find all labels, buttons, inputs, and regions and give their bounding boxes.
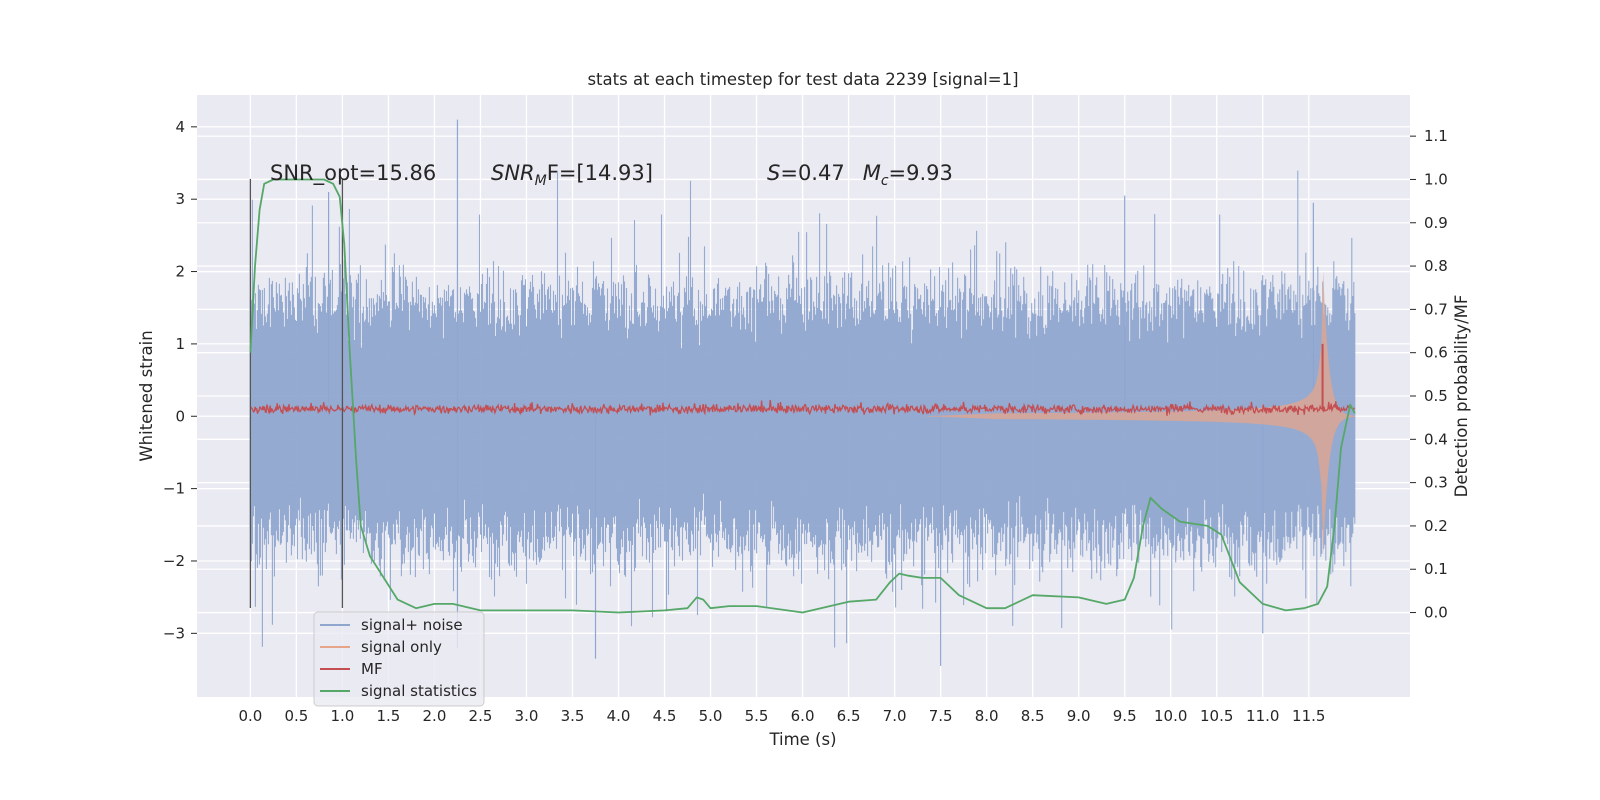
y-tick-label-right: 0.6 <box>1424 344 1448 362</box>
x-tick-label: 2.0 <box>423 707 447 725</box>
x-tick-label: 3.0 <box>515 707 539 725</box>
y-tick-label-right: 1.0 <box>1424 170 1448 188</box>
x-tick-label: 11.5 <box>1292 707 1325 725</box>
x-tick-label: 11.0 <box>1246 707 1279 725</box>
y-tick-label-left: 3 <box>175 190 185 208</box>
snr-mf-name: SNR <box>491 161 535 185</box>
x-tick-label: 10.5 <box>1200 707 1233 725</box>
x-tick-label: 7.0 <box>883 707 907 725</box>
legend-label-signal-noise: signal+ noise <box>361 616 463 634</box>
legend-label-signal-only: signal only <box>361 638 442 656</box>
x-tick-label: 9.0 <box>1067 707 1091 725</box>
x-tick-label: 2.5 <box>469 707 493 725</box>
y-tick-label-right: 0.2 <box>1424 517 1448 535</box>
x-tick-label: 0.5 <box>284 707 308 725</box>
y-tick-label-right: 0.0 <box>1424 604 1448 622</box>
x-tick-label: 6.5 <box>837 707 861 725</box>
snr-mf-sub: M <box>535 173 547 189</box>
x-tick-label: 9.5 <box>1113 707 1137 725</box>
x-tick-label: 1.5 <box>376 707 400 725</box>
mc-sub: c <box>881 173 889 189</box>
y-tick-label-left: 1 <box>175 335 185 353</box>
x-tick-label: 0.0 <box>238 707 262 725</box>
y-tick-label-right: 0.1 <box>1424 560 1448 578</box>
y-axis-title-left: Whitened strain <box>137 330 156 461</box>
signal-noise-series <box>249 119 1356 666</box>
x-tick-label: 4.5 <box>653 707 677 725</box>
snr-mf-tail: F=[14.93] <box>547 161 653 185</box>
signal-statistics-series <box>249 178 1356 614</box>
y-tick-label-right: 0.5 <box>1424 387 1448 405</box>
mf-series <box>249 343 1356 416</box>
y-axis-title-right: Detection probability/MF <box>1452 295 1471 498</box>
y-tick-label-right: 0.8 <box>1424 257 1448 275</box>
y-tick-labels-right: 0.0 0.1 0.2 0.3 0.4 0.5 0.6 0.7 0.8 0.9 1.0 1.1 <box>1410 127 1448 622</box>
y-tick-label-left: 0 <box>175 407 185 425</box>
y-tick-label-right: 0.9 <box>1424 214 1448 232</box>
x-tick-labels: 0.0 0.5 1.0 1.5 2.0 2.5 3.0 3.5 4.0 4.5 5.0 5.5 6.0 6… <box>238 707 1325 725</box>
s-tail: =0.47 <box>780 161 844 185</box>
y-tick-label-left: 2 <box>175 263 185 281</box>
y-tick-label-left: −1 <box>163 480 185 498</box>
y-tick-label-right: 1.1 <box>1424 127 1448 145</box>
annotation-snr-opt: SNR_opt=15.86 <box>270 161 436 186</box>
chart-title: stats at each timestep for test data 223… <box>587 70 1018 89</box>
legend-label-signal-statistics: signal statistics <box>361 682 477 700</box>
y-tick-label-right: 0.3 <box>1424 474 1448 492</box>
x-tick-label: 7.5 <box>929 707 953 725</box>
signal-statistics-line <box>249 178 1356 614</box>
signal-only-series <box>922 270 1355 555</box>
legend-label-mf: MF <box>361 660 383 678</box>
x-tick-label: 3.5 <box>561 707 585 725</box>
y-tick-label-left: −3 <box>163 624 185 642</box>
x-tick-label: 1.0 <box>330 707 354 725</box>
x-tick-label: 5.0 <box>699 707 723 725</box>
window-markers <box>249 178 344 609</box>
legend: signal+ noise signal only MF signal stat… <box>313 611 485 707</box>
x-tick-label: 8.0 <box>975 707 999 725</box>
x-axis-title: Time (s) <box>768 730 836 749</box>
mf-trace <box>249 399 1356 416</box>
y-tick-label-left: −2 <box>163 552 185 570</box>
mc-name: M <box>863 161 881 185</box>
mc-tail: =9.93 <box>889 161 953 185</box>
y-tick-label-left: 4 <box>175 118 185 136</box>
y-tick-labels-left: −3 −2 −1 0 1 2 3 4 <box>163 118 197 642</box>
y-tick-label-right: 0.7 <box>1424 300 1448 318</box>
x-tick-label: 5.5 <box>745 707 769 725</box>
annotation-snr-mf: SNRMF=[14.93] <box>491 161 653 189</box>
signal-only-envelope <box>922 270 1355 555</box>
y-tick-label-right: 0.4 <box>1424 430 1448 448</box>
s-name: S <box>767 161 780 185</box>
annotation-s-mc: S=0.47 Mc=9.93 <box>767 161 953 189</box>
x-tick-label: 10.0 <box>1154 707 1187 725</box>
x-tick-label: 4.0 <box>607 707 631 725</box>
x-tick-label: 6.0 <box>791 707 815 725</box>
legend-box <box>313 611 485 707</box>
x-tick-label: 8.5 <box>1021 707 1045 725</box>
